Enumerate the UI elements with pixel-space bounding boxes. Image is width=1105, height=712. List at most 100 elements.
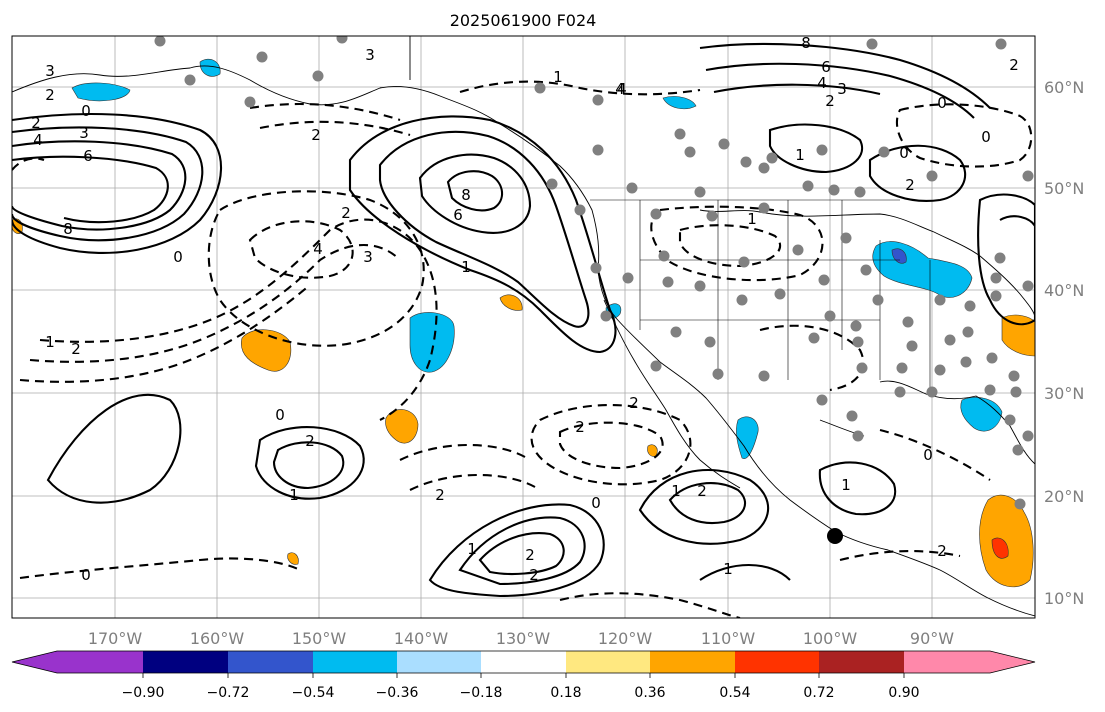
contour-label: 3 <box>45 62 55 80</box>
fill-orange-pacific-west <box>241 329 292 372</box>
contour-label: 2 <box>525 546 535 564</box>
colorbar: −0.90 −0.72 −0.54 −0.36 −0.18 0.18 0.36 … <box>11 650 1036 701</box>
contour-label: 1 <box>795 146 805 164</box>
fill-orange-east-edge <box>1001 314 1035 357</box>
contour-label: 2 <box>575 418 585 436</box>
colorbar-tick: −0.72 <box>207 685 250 701</box>
colorbar-seg <box>650 651 735 673</box>
colorbar-seg <box>819 651 904 673</box>
contour-label: 1 <box>723 560 733 578</box>
lon-label: 130°W <box>496 629 551 648</box>
lat-label: 60°N <box>1044 78 1084 97</box>
fill-orange-pacific-south <box>385 409 419 444</box>
map-title: 2025061900 F024 <box>450 11 597 30</box>
graticule <box>12 36 1035 618</box>
fill-cyan-bering <box>71 82 131 102</box>
colorbar-seg <box>566 651 650 673</box>
colorbar-seg <box>143 651 228 673</box>
station-markers <box>154 36 1034 510</box>
contour-label: 2 <box>45 86 55 104</box>
lon-label: 100°W <box>803 629 858 648</box>
contour-label: 2 <box>435 486 445 504</box>
fill-cyan-mexico <box>736 416 759 459</box>
colorbar-seg <box>481 651 566 673</box>
dashed-contours <box>12 80 1033 618</box>
colorbar-tick: −0.90 <box>122 685 165 701</box>
colorbar-tick: 0.90 <box>888 685 919 701</box>
lon-label: 120°W <box>598 629 653 648</box>
lon-label: 150°W <box>292 629 347 648</box>
map-frame <box>11 35 1036 619</box>
colorbar-seg <box>735 651 819 673</box>
colorbar-tick: −0.18 <box>460 685 503 701</box>
colorbar-seg <box>57 651 143 673</box>
latitude-labels: 60°N 50°N 40°N 30°N 20°N 10°N <box>1044 78 1084 608</box>
contour-label: 1 <box>671 482 681 500</box>
contour-label: 2 <box>71 340 81 358</box>
contour-label: 2 <box>905 176 915 194</box>
contour-label: 0 <box>275 406 285 424</box>
contour-label: 0 <box>923 446 933 464</box>
colorbar-tick: −0.36 <box>376 685 419 701</box>
coastlines <box>12 36 1035 617</box>
colorbar-tick: 0.18 <box>550 685 581 701</box>
contour-label: 4 <box>615 80 625 98</box>
contour-label: 4 <box>33 131 43 149</box>
contour-label: 4 <box>313 240 323 258</box>
colorbar-tick: 0.54 <box>719 685 750 701</box>
contour-label: 6 <box>821 58 831 76</box>
lon-label: 160°W <box>190 629 245 648</box>
contour-label: 1 <box>45 333 55 351</box>
contour-label: 0 <box>81 102 91 120</box>
contour-label: 2 <box>311 126 321 144</box>
contour-label: 0 <box>899 144 909 162</box>
colorbar-seg <box>397 651 481 673</box>
contour-label: 1 <box>747 210 757 228</box>
contour-label: 2 <box>697 482 707 500</box>
contour-label: 1 <box>461 258 471 276</box>
contour-label: 3 <box>79 124 89 142</box>
colorbar-seg <box>228 651 313 673</box>
lat-label: 40°N <box>1044 281 1084 300</box>
contour-label: 2 <box>937 542 947 560</box>
state-borders <box>590 199 931 390</box>
colorbar-seg <box>313 651 397 673</box>
contour-label: 4 <box>617 80 627 98</box>
contour-label: 8 <box>461 186 471 204</box>
contour-label: 2 <box>305 432 315 450</box>
contour-label: 2 <box>825 92 835 110</box>
contour-label: 0 <box>937 94 947 112</box>
colorbar-seg <box>12 651 57 673</box>
fill-orange-baja <box>499 294 523 311</box>
lon-label: 90°W <box>910 629 954 648</box>
lat-label: 50°N <box>1044 179 1084 198</box>
contour-label: 8 <box>801 34 811 52</box>
contour-label: 0 <box>591 494 601 512</box>
fill-orange-small-pac <box>287 552 299 565</box>
contour-label: 1 <box>553 68 563 86</box>
colorbar-tick: −0.54 <box>292 685 335 701</box>
lat-label: 30°N <box>1044 384 1084 403</box>
longitude-labels: 170°W 160°W 150°W 140°W 130°W 120°W 110°… <box>88 629 954 648</box>
lon-label: 110°W <box>701 629 756 648</box>
contour-label: 2 <box>529 566 539 584</box>
map-panel <box>12 36 1035 618</box>
contour-label: 2 <box>629 394 639 412</box>
highlight-station-marker <box>827 528 843 544</box>
fill-cyan-gulf <box>960 397 1003 432</box>
contour-label: 2 <box>341 204 351 222</box>
contour-label: 1 <box>289 486 299 504</box>
solid-contours <box>12 42 1035 598</box>
contour-label: 8 <box>63 220 73 238</box>
contour-label: 6 <box>83 147 93 165</box>
lon-label: 170°W <box>88 629 143 648</box>
contour-label: 0 <box>981 128 991 146</box>
contour-label: 3 <box>365 46 375 64</box>
lat-label: 10°N <box>1044 589 1084 608</box>
contour-label: 1 <box>841 476 851 494</box>
contour-label: 1 <box>467 540 477 558</box>
contour-label: 6 <box>453 206 463 224</box>
fill-cyan-hudson <box>662 96 697 110</box>
contour-labels: 3 2 2 0 3 4 6 8 0 1 2 3 4 2 4 6 8 2 3 1 … <box>31 34 1019 584</box>
